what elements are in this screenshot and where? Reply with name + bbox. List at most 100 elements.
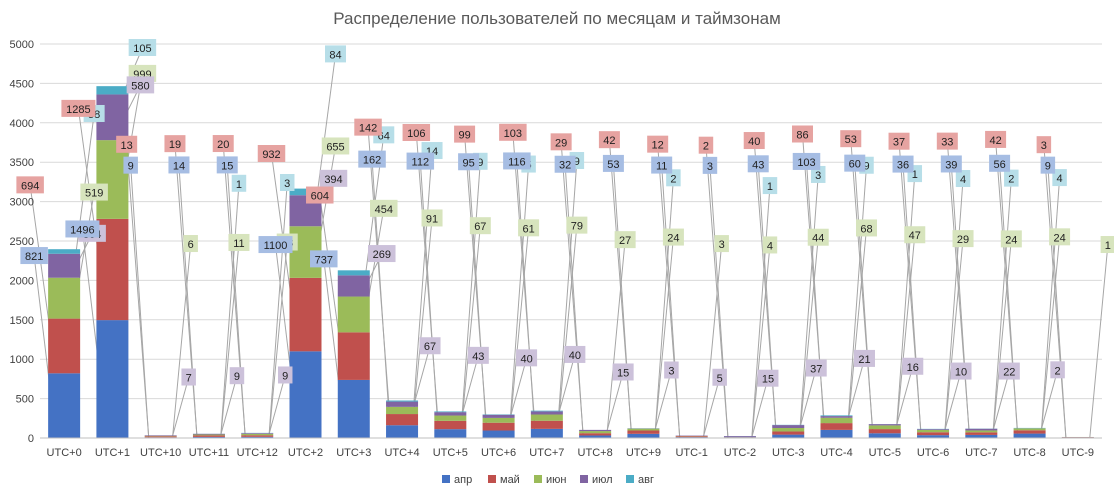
data-label: 19 — [169, 139, 181, 151]
data-label: 580 — [131, 80, 149, 92]
data-label: 106 — [407, 128, 425, 140]
data-label: 24 — [667, 233, 679, 245]
label-leader-line — [848, 228, 867, 421]
bar-segment-авг — [96, 86, 129, 95]
data-label: 56 — [993, 159, 1005, 171]
data-label: 13 — [121, 140, 133, 152]
data-label-box — [354, 118, 382, 136]
bar-segment-апр — [772, 434, 805, 438]
data-label: 91 — [426, 213, 438, 225]
data-label-box — [164, 135, 186, 153]
data-label: 61 — [522, 223, 534, 235]
bar-segment-май — [530, 420, 563, 429]
data-label: 15 — [617, 367, 629, 379]
y-tick-label: 500 — [16, 394, 34, 406]
bar-segment-май — [627, 430, 660, 434]
label-leader-line — [944, 239, 964, 432]
label-leader-line — [705, 145, 729, 438]
y-tick-label: 5000 — [10, 39, 34, 51]
bar-segment-апр — [289, 351, 322, 438]
label-leader-line — [461, 355, 479, 414]
label-leader-line — [606, 240, 626, 433]
bar-segment-июл — [386, 401, 419, 407]
data-label-box — [469, 217, 491, 235]
data-label-box — [128, 39, 157, 56]
bar-segment-авг — [337, 270, 370, 276]
data-label-box — [904, 226, 926, 244]
bar-segment-апр — [48, 373, 81, 438]
data-label-box — [419, 337, 441, 355]
data-label: 3 — [815, 170, 821, 182]
x-tick-label: UTC+6 — [481, 447, 516, 459]
axes: 0 500 1000 1500 2000 2500 3000 3500 4000 4500 5000… — [10, 39, 1102, 459]
data-label-box — [126, 76, 155, 94]
data-label-box — [550, 133, 572, 151]
data-label: 1 — [912, 169, 918, 181]
bar-segment-июн — [965, 430, 998, 433]
data-label-box — [277, 366, 293, 384]
label-leader-line — [896, 366, 914, 425]
bar-segment-май — [386, 414, 419, 426]
label-leader-line — [799, 368, 817, 427]
data-label-box — [662, 228, 684, 246]
data-label: 40 — [569, 350, 581, 362]
data-label-box — [123, 156, 138, 174]
data-label: 11 — [656, 161, 667, 173]
label-leader-line — [848, 165, 867, 416]
data-label-box — [602, 154, 624, 172]
data-label: 6 — [188, 239, 194, 251]
data-label-box — [792, 125, 813, 143]
label-leader-line — [174, 144, 198, 437]
bar-segment-июн — [337, 296, 370, 333]
x-tick-label: UTC+11 — [189, 447, 229, 459]
bar-segment-июн — [530, 414, 563, 421]
data-label-box — [840, 130, 862, 148]
bar-segment-авг — [434, 411, 467, 413]
bar-segment-июл — [579, 429, 612, 432]
label-leader-line — [172, 243, 192, 437]
data-label: 47 — [909, 230, 921, 242]
data-label-box — [1052, 169, 1067, 187]
label-leader-line — [992, 178, 1012, 429]
data-label-box — [321, 137, 350, 155]
data-label-box — [257, 144, 286, 162]
data-label: 142 — [359, 123, 377, 135]
x-tick-label: UTC+5 — [433, 447, 468, 459]
data-label: 10 — [955, 367, 967, 379]
data-label-box — [61, 99, 96, 117]
data-label: 67 — [424, 341, 436, 353]
label-leader-line — [751, 186, 771, 437]
label-leader-line — [1043, 145, 1067, 438]
bar-segment-апр — [917, 435, 950, 438]
data-label-box — [279, 173, 295, 191]
bar-segment-апр — [434, 429, 467, 438]
data-label: 519 — [85, 188, 103, 200]
data-label-box — [762, 236, 778, 254]
label-leader-line — [799, 174, 819, 425]
data-label: 9 — [477, 157, 483, 169]
data-label-box — [805, 359, 827, 377]
data-label: 95 — [462, 157, 474, 169]
data-label-box — [402, 123, 431, 141]
label-leader-line — [268, 242, 288, 435]
data-label: 42 — [989, 135, 1001, 147]
data-label: 4 — [767, 240, 773, 252]
data-label: 3 — [719, 239, 725, 251]
label-leader-line — [751, 378, 769, 437]
data-label: 7 — [186, 373, 192, 385]
data-label: 40 — [520, 353, 532, 365]
data-label: 22 — [1003, 367, 1015, 379]
bar-segment-июн — [627, 428, 660, 431]
label-leader-line — [510, 358, 528, 417]
y-tick-label: 4000 — [10, 118, 34, 130]
data-label: 3 — [284, 178, 290, 190]
legend-swatch — [442, 475, 450, 483]
label-leader-line — [654, 370, 672, 429]
data-label: 44 — [812, 233, 824, 245]
bar-segment-авг — [386, 400, 419, 402]
label-leader-line — [461, 161, 481, 412]
data-label: 3 — [707, 161, 713, 173]
data-label: 32 — [559, 160, 571, 172]
bar-segment-июл — [868, 424, 901, 426]
